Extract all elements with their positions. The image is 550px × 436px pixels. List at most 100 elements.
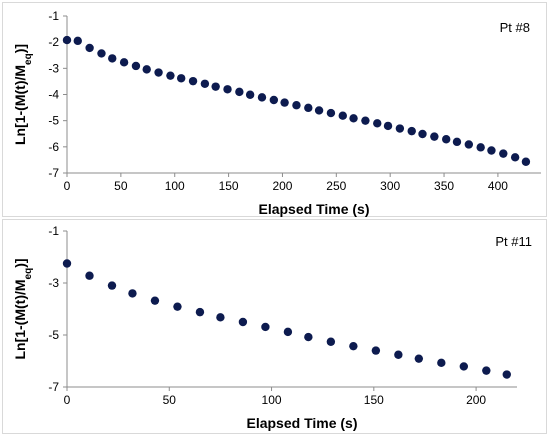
x-tick-label: 200 <box>272 179 292 193</box>
x-tick-label: 0 <box>64 179 71 193</box>
data-point <box>85 43 94 53</box>
panel-label: Pt #8 <box>500 20 530 35</box>
data-point <box>430 132 439 141</box>
data-point <box>176 74 186 83</box>
data-point <box>195 307 205 317</box>
data-point <box>383 121 393 131</box>
y-tick-label: -4 <box>48 88 59 102</box>
data-point <box>119 58 129 67</box>
data-point <box>314 106 324 115</box>
chart-pt8: -7 -6 -5 -4 -3 -2 -1 0 50 100 150 200 250 300 350 400 Pt… <box>12 9 541 217</box>
y-tick-label: -3 <box>48 276 59 290</box>
data-point <box>166 71 175 80</box>
data-point <box>349 114 358 123</box>
data-point <box>245 90 255 99</box>
x-tick-label: 400 <box>488 179 508 193</box>
data-point <box>304 332 313 342</box>
x-axis-title: Elapsed Time (s) <box>246 415 357 431</box>
data-point <box>476 143 485 152</box>
y-axis-title-part3: )] <box>12 258 28 267</box>
x-tick-label: 50 <box>114 179 128 193</box>
data-point <box>459 362 469 371</box>
data-point <box>238 317 248 327</box>
data-point <box>261 322 270 332</box>
data-point <box>62 35 72 45</box>
y-tick-label: -5 <box>48 114 59 128</box>
data-point <box>269 95 279 105</box>
y-axis-title-part1: Ln[1-(M(t)/M <box>12 65 28 145</box>
data-point <box>361 116 370 125</box>
data-point <box>154 68 163 77</box>
y-tick-label: -1 <box>48 9 59 23</box>
x-tick-label: 150 <box>219 179 239 193</box>
data-point <box>394 350 403 359</box>
data-point <box>452 137 462 147</box>
data-point <box>283 327 293 337</box>
data-point <box>338 111 347 120</box>
data-point <box>442 135 451 144</box>
data-point <box>373 119 382 128</box>
data-point <box>173 302 182 311</box>
panel-label: Pt #11 <box>495 234 532 249</box>
x-tick-label: 100 <box>165 179 185 193</box>
data-point <box>349 341 358 351</box>
data-point <box>62 259 72 268</box>
y-axis-title-subscript: eq <box>23 53 34 65</box>
data-point <box>326 108 336 118</box>
x-tick-label: 0 <box>64 393 71 407</box>
data-point <box>235 87 244 97</box>
chart-pt11: -7 -5 -3 -1 0 50 100 150 200 Pt #11 Elapsed Time (… <box>12 224 532 431</box>
data-point <box>371 346 381 355</box>
data-point <box>280 98 289 107</box>
data-point <box>188 76 198 86</box>
x-tick-label: 150 <box>364 393 384 407</box>
y-axis-title: Ln[1-(M(t)/Meq)] <box>12 44 34 145</box>
data-point <box>292 101 301 110</box>
data-point <box>211 82 220 91</box>
x-tick-label: 100 <box>262 393 282 407</box>
data-point <box>414 354 424 363</box>
data-point <box>150 296 160 305</box>
data-point <box>487 146 496 155</box>
data-point <box>464 140 474 149</box>
x-tick-label: 50 <box>163 393 177 407</box>
data-point <box>73 36 82 46</box>
data-point <box>107 281 117 290</box>
y-tick-label: -5 <box>48 328 59 342</box>
y-tick-label: -7 <box>48 380 59 394</box>
data-point <box>128 289 137 298</box>
data-point <box>216 313 225 322</box>
data-point <box>97 49 106 58</box>
x-tick-label: 300 <box>380 179 400 193</box>
data-point <box>108 54 117 63</box>
data-point <box>131 61 141 71</box>
data-point <box>521 157 531 166</box>
data-point <box>304 103 313 113</box>
x-tick-label: 250 <box>326 179 346 193</box>
data-point <box>326 337 336 346</box>
x-axis-title: Elapsed Time (s) <box>258 201 369 217</box>
data-point <box>407 126 416 136</box>
data-point <box>85 271 94 280</box>
chart-panel-top: -7 -6 -5 -4 -3 -2 -1 0 50 100 150 200 250 300 350 400 Pt… <box>2 2 547 217</box>
data-point <box>482 366 491 375</box>
x-tick-label: 200 <box>466 393 486 407</box>
data-point <box>395 124 405 133</box>
data-point <box>499 149 508 158</box>
y-axis-title-part1: Ln[1-(M(t)/M <box>12 279 28 359</box>
y-axis-title-subscript: eq <box>23 268 34 280</box>
y-tick-label: -1 <box>48 224 59 238</box>
y-tick-label: -6 <box>48 140 59 154</box>
data-point <box>418 129 427 139</box>
y-tick-label: -3 <box>48 61 59 75</box>
data-point <box>223 85 232 94</box>
y-axis-title: Ln[1-(M(t)/Meq)] <box>12 258 34 359</box>
data-point <box>257 93 267 102</box>
data-point <box>437 358 446 368</box>
data-point <box>510 153 520 162</box>
y-axis-title-part3: )] <box>12 44 28 53</box>
data-point <box>502 370 511 379</box>
data-point <box>200 79 210 88</box>
y-tick-label: -7 <box>48 166 59 180</box>
x-tick-label: 350 <box>434 179 454 193</box>
